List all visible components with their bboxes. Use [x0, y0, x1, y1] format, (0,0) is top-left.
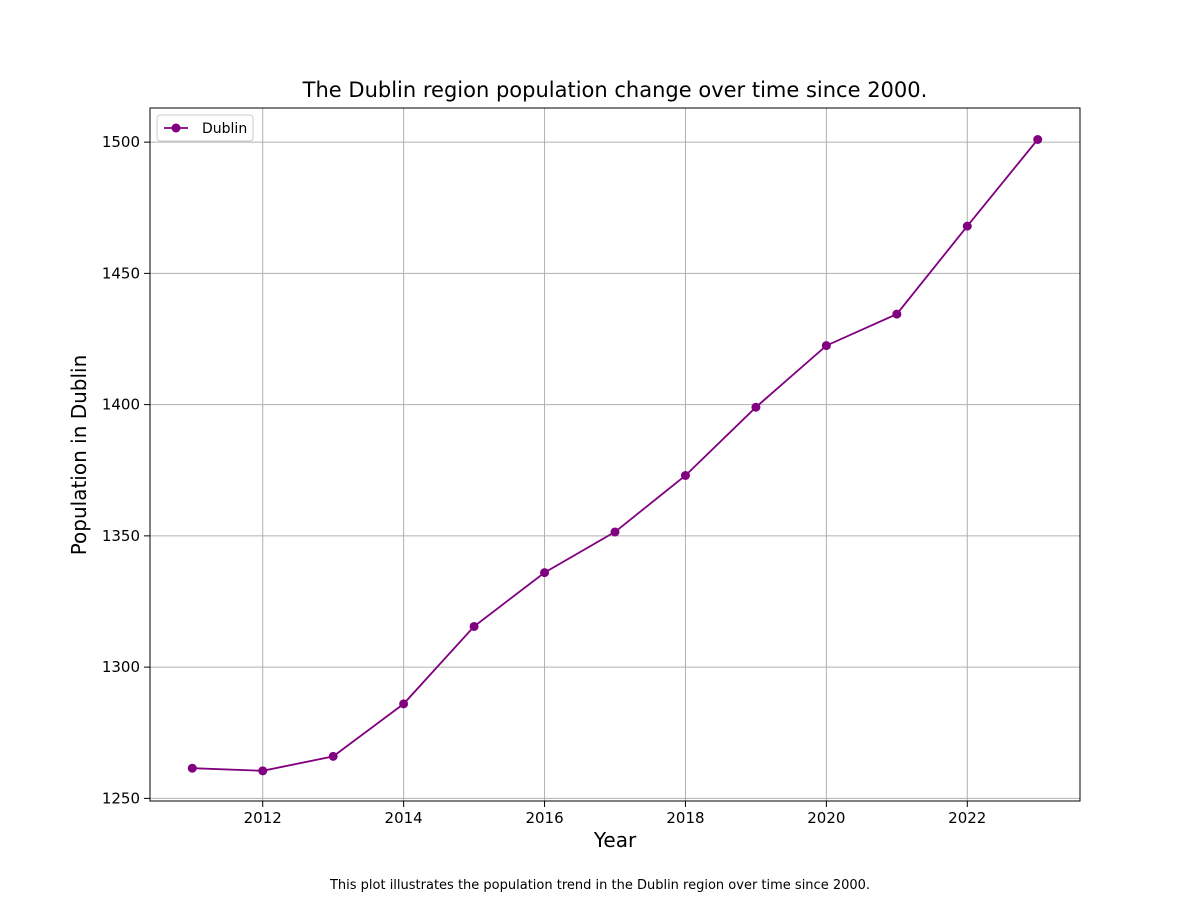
y-tick-label: 1300: [102, 658, 140, 676]
x-tick-label: 2012: [244, 809, 282, 827]
data-point: [610, 527, 620, 537]
y-tick-label: 1250: [102, 789, 140, 807]
x-axis-label: Year: [593, 828, 637, 852]
y-tick-label: 1400: [102, 396, 140, 414]
series-line: [192, 138, 1039, 772]
y-tick-label: 1350: [102, 527, 140, 545]
y-tick-label: 1450: [102, 264, 140, 282]
legend-box: [156, 114, 254, 142]
data-point: [821, 341, 831, 351]
x-tick-label: 2022: [948, 809, 986, 827]
x-tick-label: 2014: [385, 809, 423, 827]
data-point: [1033, 135, 1043, 144]
data-point: [258, 766, 268, 776]
data-point: [469, 621, 479, 631]
legend-marker: [171, 123, 181, 133]
y-tick-label: 1500: [102, 133, 140, 151]
legend-label: Dublin: [202, 121, 247, 137]
data-point: [540, 568, 550, 578]
x-tick-label: 2018: [666, 809, 704, 827]
data-point: [187, 763, 197, 773]
data-point: [751, 402, 761, 412]
chart-caption: This plot illustrates the population tre…: [329, 878, 871, 893]
y-axis-label: Population in Dublin: [67, 354, 91, 556]
legend: Dublin: [156, 114, 254, 142]
x-tick-label: 2016: [525, 809, 563, 827]
x-tick-label: 2020: [807, 809, 845, 827]
data-point: [962, 221, 972, 231]
data-point: [399, 699, 409, 709]
data-point: [328, 751, 338, 761]
axes-frame: [149, 107, 1081, 802]
data-point: [680, 471, 690, 480]
chart-title: The Dublin region population change over…: [302, 78, 928, 102]
data-point: [892, 309, 902, 319]
